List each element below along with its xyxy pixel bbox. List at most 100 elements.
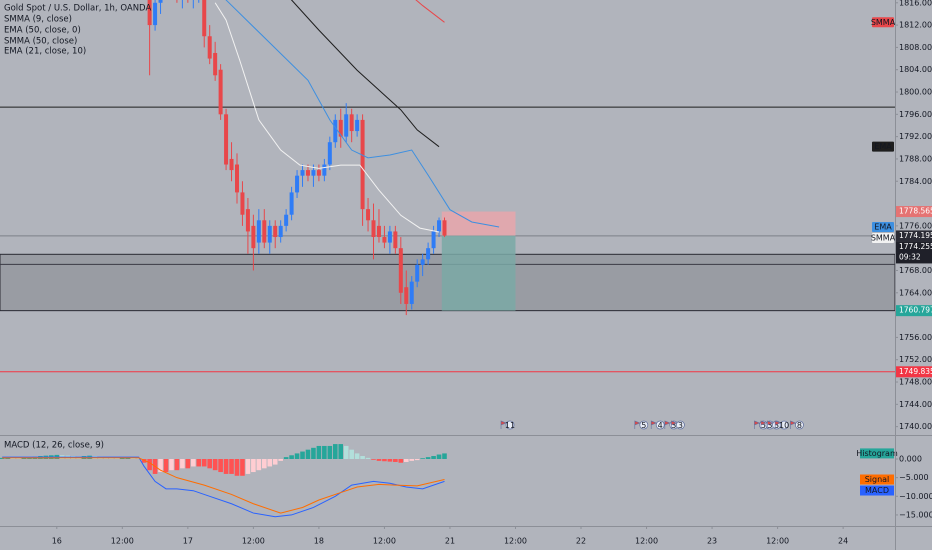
candle-body xyxy=(289,192,294,215)
price-badge xyxy=(896,206,932,218)
histogram-bar xyxy=(409,459,415,461)
candle-body xyxy=(202,0,207,37)
histogram-bar xyxy=(21,457,27,459)
candle-body xyxy=(153,2,158,26)
event-icon xyxy=(505,420,515,430)
histogram-bar xyxy=(343,445,349,459)
candle-body xyxy=(284,214,289,226)
legend-entry: EMA (50, close, 0) xyxy=(4,26,81,36)
overlay: 1816.000 1812.000 1808.000 1804.000 1800.000… xyxy=(52,0,932,546)
indicator-badge xyxy=(860,448,894,459)
x-tick-label: 21 xyxy=(445,537,455,546)
price-badge-sub: 09:32 xyxy=(899,252,921,261)
indicator-badge xyxy=(860,485,894,496)
macd-line xyxy=(2,456,445,518)
candle-body xyxy=(256,220,261,243)
x-tick-label: 12:00 xyxy=(242,537,265,546)
histogram-bar xyxy=(229,459,234,474)
legend-entry: SMMA (9, close) xyxy=(4,15,72,25)
y-tick-label: 1808.000 xyxy=(899,43,932,52)
histogram-bar xyxy=(393,459,398,462)
event-icon xyxy=(676,420,685,430)
y-tick-label: 1768.000 xyxy=(899,266,932,275)
price-badge-label: 1749.835 xyxy=(899,367,932,376)
histogram-bar xyxy=(261,459,267,469)
candle-body xyxy=(360,119,365,210)
candle-body xyxy=(240,192,245,215)
price-badge xyxy=(896,230,932,242)
candle-body xyxy=(245,209,250,232)
x-tick-label: 17 xyxy=(183,537,193,546)
line-badge xyxy=(872,17,894,28)
histogram-bar xyxy=(354,453,360,459)
histogram-bar xyxy=(174,459,180,471)
histogram-bar xyxy=(278,459,283,461)
price-badge-label: 1760.797 xyxy=(899,306,932,315)
candle-body xyxy=(415,264,420,282)
y-tick-label: 1748.000 xyxy=(899,378,932,387)
histogram-bar xyxy=(300,451,305,459)
histogram-bar xyxy=(10,457,16,459)
histogram-bar xyxy=(218,459,223,473)
price-badge-label: 1774.255 xyxy=(899,242,932,251)
histogram-bar xyxy=(387,459,393,462)
event-label: 3 xyxy=(767,421,772,430)
candle-body xyxy=(207,36,212,59)
event-label: 3 xyxy=(774,421,779,430)
y2-tick-label: −10.000 xyxy=(899,492,932,501)
candle-body xyxy=(158,0,163,3)
histogram-bar xyxy=(234,459,240,476)
event-label: 3 xyxy=(671,421,676,430)
price-badge xyxy=(896,305,932,317)
candle-body xyxy=(404,287,409,304)
y-tick-label: 1784.000 xyxy=(899,177,932,186)
event-flag xyxy=(767,420,774,429)
histogram-bar xyxy=(382,459,387,462)
candle-body xyxy=(305,170,310,176)
candle-body xyxy=(267,225,272,243)
event-flag xyxy=(671,420,678,429)
candle-body xyxy=(376,225,381,238)
event-icon xyxy=(795,420,804,430)
y2-tick-label: −15.000 xyxy=(899,510,932,519)
histogram-bar xyxy=(196,459,202,467)
event-label: 8 xyxy=(797,421,802,430)
candle-body xyxy=(251,225,256,249)
y-tick-label: 1812.000 xyxy=(899,21,932,30)
price-badge xyxy=(896,241,932,264)
candle-body xyxy=(420,259,425,265)
histogram-bar xyxy=(158,459,163,473)
event-flag xyxy=(650,420,657,429)
x-tick-label: 22 xyxy=(576,537,586,546)
y-tick-label: 1740.000 xyxy=(899,422,932,431)
candle-body xyxy=(398,248,403,293)
candle-body xyxy=(278,225,283,238)
y2-tick-label: 0.000 xyxy=(899,455,922,464)
line-badge xyxy=(872,141,894,152)
histogram-bar xyxy=(376,459,382,461)
histogram-bar xyxy=(272,459,278,465)
x-tick-label: 12:00 xyxy=(766,537,789,546)
histogram-bar xyxy=(305,449,311,459)
macd-title: MACD (12, 26, close, 9) xyxy=(4,441,104,451)
histogram-bar xyxy=(163,459,169,473)
legend-entry: EMA (21, close, 10) xyxy=(4,47,86,57)
event-label: 4 xyxy=(658,421,663,430)
y-tick-label: 1764.000 xyxy=(899,288,932,297)
histogram-bar xyxy=(251,459,256,473)
candle-body xyxy=(213,52,218,76)
y-tick-label: 1796.000 xyxy=(899,110,932,119)
event-flag xyxy=(774,420,781,429)
candle-body xyxy=(224,114,229,165)
event-label: 5 xyxy=(641,421,646,430)
candle-body xyxy=(229,158,234,171)
candle-body xyxy=(431,231,436,249)
candle-body xyxy=(442,220,447,236)
candle-body xyxy=(262,220,267,243)
candle-body xyxy=(426,248,431,260)
macd-pane xyxy=(0,444,447,518)
x-tick-label: 16 xyxy=(52,537,62,546)
histogram-bar xyxy=(442,453,447,459)
event-flag xyxy=(634,420,641,429)
